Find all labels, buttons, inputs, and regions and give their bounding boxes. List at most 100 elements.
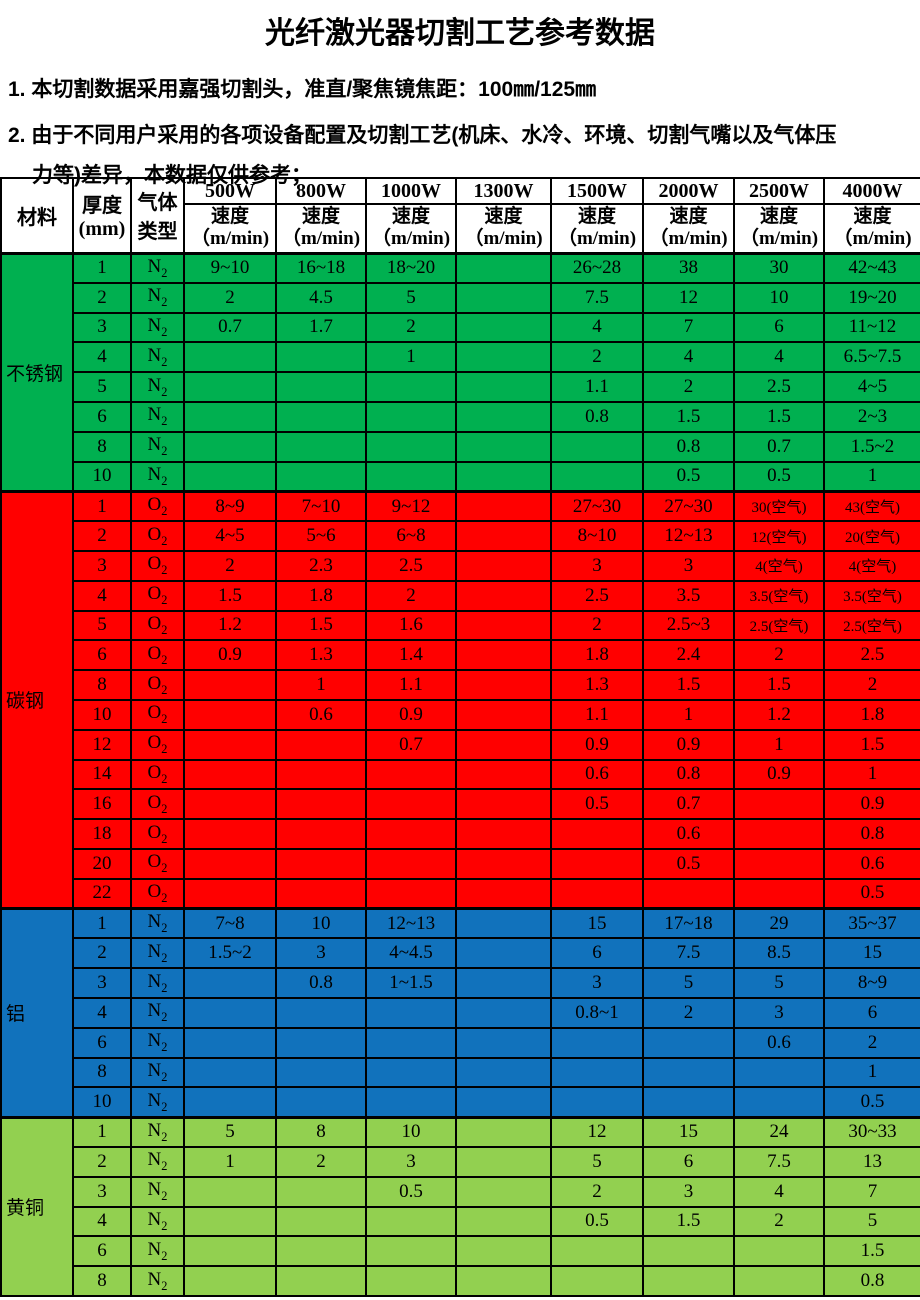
thickness-cell: 3 — [72, 1175, 132, 1208]
speed-value-cell — [455, 1026, 552, 1059]
thickness-cell: 2 — [72, 520, 132, 552]
table-row: 4 N2 0.5 1.5 2 5 — [1, 1205, 920, 1238]
speed-value-cell: 1~1.5 — [365, 967, 457, 999]
speed-value-cell — [365, 818, 457, 850]
speed-value-cell — [275, 430, 367, 463]
speed-value-cell — [455, 818, 552, 850]
table-row: 3 N2 0.7 1.7 2 4 7 6 11~12 — [1, 311, 920, 344]
gas-cell: N2 — [130, 281, 185, 314]
power-header-4000w: 4000W — [823, 177, 920, 205]
speed-value-cell — [183, 818, 277, 850]
speed-value-cell: 2~3 — [823, 400, 920, 433]
speed-value-cell — [275, 460, 367, 493]
power-header-1000w: 1000W — [365, 177, 457, 205]
speed-value-cell: 1.7 — [275, 311, 367, 344]
speed-value-cell — [183, 669, 277, 701]
speed-value-cell — [455, 1056, 552, 1089]
speed-value-cell — [550, 430, 644, 463]
thickness-cell: 3 — [72, 311, 132, 344]
speed-value-cell — [455, 967, 552, 999]
speed-value-cell: 0.9 — [823, 788, 920, 821]
gas-cell: O2 — [130, 639, 185, 672]
speed-value-cell — [455, 1205, 552, 1238]
thickness-cell: 6 — [72, 1026, 132, 1059]
thickness-cell: 12 — [72, 728, 132, 761]
speed-value-cell: 2.5~3 — [642, 609, 735, 642]
gas-cell: O2 — [130, 788, 185, 821]
speed-value-cell: 6~8 — [365, 520, 457, 552]
speed-value-cell: 3.5(空气) — [733, 579, 825, 612]
table-row: 8 N2 0.8 — [1, 1265, 920, 1297]
speed-value-cell — [365, 460, 457, 493]
speed-value-cell: 2 — [183, 549, 277, 582]
speed-value-cell — [275, 847, 367, 880]
speed-value-cell — [365, 1026, 457, 1059]
speed-value-cell — [183, 1175, 277, 1208]
speed-value-cell — [550, 877, 644, 910]
speed-value-cell: 2 — [823, 1026, 920, 1059]
speed-value-cell: 6 — [550, 937, 644, 970]
speed-value-cell: 5 — [365, 281, 457, 314]
thickness-cell: 8 — [72, 1265, 132, 1297]
speed-value-cell: 8~9 — [183, 489, 277, 523]
speed-value-cell — [642, 1265, 735, 1297]
speed-value-cell: 1.2 — [183, 609, 277, 642]
speed-value-cell — [455, 907, 552, 940]
thickness-cell: 22 — [72, 877, 132, 910]
speed-value-cell: 0.8 — [550, 400, 644, 433]
speed-value-cell — [365, 1235, 457, 1268]
thickness-cell: 2 — [72, 281, 132, 314]
speed-value-cell — [365, 788, 457, 821]
gas-cell: O2 — [130, 818, 185, 850]
speed-value-cell: 5 — [823, 1205, 920, 1238]
speed-value-cell: 0.6 — [823, 847, 920, 880]
table-row: 4 N2 1 2 4 4 6.5~7.5 — [1, 341, 920, 374]
speed-value-cell — [365, 1205, 457, 1238]
speed-header-2000w: 速度 （m/min) — [642, 203, 735, 254]
speed-value-cell: 5~6 — [275, 520, 367, 552]
speed-value-cell — [733, 818, 825, 850]
speed-value-cell — [365, 758, 457, 791]
speed-value-cell — [455, 1235, 552, 1268]
thickness-cell: 20 — [72, 847, 132, 880]
thickness-cell: 1 — [72, 907, 132, 940]
gas-cell: N2 — [130, 1026, 185, 1059]
speed-value-cell — [275, 1175, 367, 1208]
gas-cell: N2 — [130, 1175, 185, 1208]
gas-cell: N2 — [130, 1235, 185, 1268]
speed-value-cell: 4~4.5 — [365, 937, 457, 970]
speed-value-cell: 27~30 — [550, 489, 644, 523]
gas-cell: O2 — [130, 847, 185, 880]
speed-value-cell: 1.5 — [823, 728, 920, 761]
gas-cell: O2 — [130, 609, 185, 642]
gas-cell: O2 — [130, 728, 185, 761]
gas-header-line2: 类型 — [137, 221, 178, 244]
speed-value-cell — [365, 877, 457, 910]
speed-value-cell: 0.7 — [733, 430, 825, 463]
speed-value-cell: 5 — [183, 1115, 277, 1148]
speed-value-cell — [550, 1086, 644, 1119]
speed-value-cell — [275, 1086, 367, 1119]
speed-value-cell — [183, 1026, 277, 1059]
speed-value-cell: 1.5~2 — [183, 937, 277, 970]
speed-value-cell — [455, 609, 552, 642]
thickness-cell: 3 — [72, 549, 132, 582]
speed-value-cell: 9~10 — [183, 251, 277, 284]
speed-value-cell: 2 — [275, 1145, 367, 1178]
speed-value-cell: 7~10 — [275, 489, 367, 523]
speed-value-cell: 3.5 — [642, 579, 735, 612]
page-header: 光纤激光器切割工艺参考数据 1. 本切割数据采用嘉强切割头，准直/聚焦镜焦距：1… — [0, 0, 920, 187]
speed-value-cell — [733, 1235, 825, 1268]
speed-value-cell: 1.2 — [733, 698, 825, 731]
speed-header-1300w: 速度 （m/min) — [455, 203, 552, 254]
speed-value-cell — [455, 341, 552, 374]
thickness-cell: 5 — [72, 371, 132, 403]
speed-value-cell — [275, 400, 367, 433]
speed-value-cell: 0.9 — [642, 728, 735, 761]
speed-value-cell: 2.4 — [642, 639, 735, 672]
speed-value-cell: 1.6 — [365, 609, 457, 642]
speed-value-cell: 12 — [642, 281, 735, 314]
gas-cell: N2 — [130, 371, 185, 403]
speed-value-cell — [733, 1056, 825, 1089]
speed-value-cell — [550, 460, 644, 493]
